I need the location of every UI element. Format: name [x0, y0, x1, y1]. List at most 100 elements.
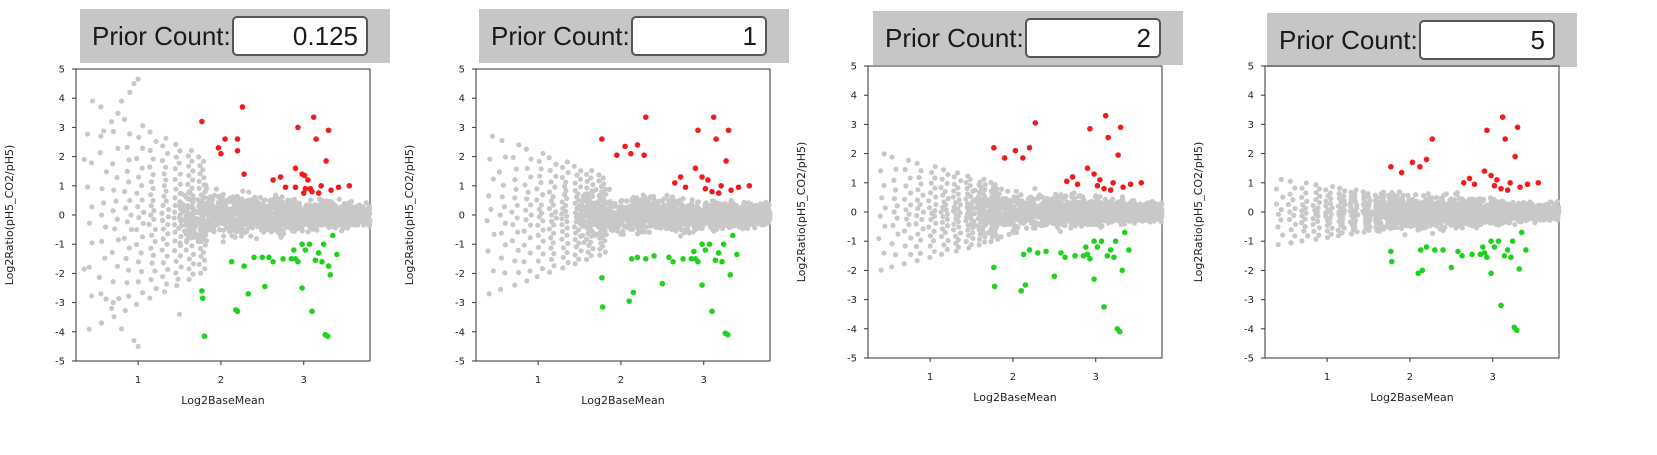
gene-point: [561, 192, 568, 198]
gene-point: [915, 231, 921, 237]
gene-point: [1030, 221, 1036, 228]
gene-point: [647, 194, 654, 200]
gene-point: [915, 205, 921, 212]
prior-count-input[interactable]: [1025, 18, 1161, 58]
gene-point: [224, 198, 230, 205]
gene-point: [220, 227, 227, 233]
gene-point: [997, 203, 1003, 209]
gene-point: [111, 314, 117, 320]
gene-point: [97, 150, 103, 156]
gene-point: [161, 193, 167, 199]
gene-point: [970, 235, 976, 242]
y-axis-title: Log2Ratio(pH5_CO2/pH5): [795, 142, 808, 283]
gene-point: [915, 187, 921, 193]
gene-point: [277, 225, 283, 232]
y-tick-label: 4: [59, 94, 65, 105]
upregulated-gene-point: [746, 183, 753, 189]
gene-point: [81, 266, 87, 272]
gene-point: [150, 156, 156, 162]
upregulated-gene-point: [705, 177, 711, 183]
gene-point: [637, 200, 643, 206]
gene-point: [197, 163, 203, 169]
gene-point: [927, 233, 934, 239]
gene-point: [291, 200, 297, 207]
gene-point: [606, 224, 612, 230]
upregulated-gene-point: [301, 172, 308, 179]
gene-point: [975, 203, 981, 209]
gene-point: [265, 209, 271, 215]
gene-point: [955, 244, 962, 250]
gene-point: [1061, 196, 1067, 202]
gene-point: [232, 234, 238, 240]
gene-point: [680, 196, 686, 202]
gene-point: [572, 252, 578, 258]
gene-point: [619, 221, 626, 227]
gene-point: [926, 205, 933, 211]
gene-point: [583, 171, 590, 177]
gene-point: [308, 197, 314, 203]
gene-point: [539, 210, 545, 216]
gene-point: [244, 228, 250, 234]
gene-point: [184, 237, 190, 243]
gene-point: [642, 213, 648, 219]
gene-point: [136, 134, 142, 140]
downregulated-gene-point: [251, 254, 257, 261]
gene-point: [286, 224, 292, 230]
gene-point: [907, 202, 914, 208]
gene-point: [596, 172, 602, 178]
gene-point: [217, 205, 223, 211]
gene-point: [110, 279, 116, 285]
downregulated-gene-point: [688, 255, 695, 262]
gene-point: [584, 205, 590, 212]
prior-count-input[interactable]: [631, 16, 767, 56]
x-tick-label: 1: [927, 372, 933, 383]
gene-point: [548, 235, 554, 241]
gene-point: [510, 221, 516, 228]
gene-point: [173, 186, 179, 192]
gene-point: [103, 169, 110, 175]
gene-point: [608, 207, 614, 213]
gene-point: [127, 89, 133, 95]
gene-point: [889, 241, 895, 247]
gene-point: [197, 171, 203, 177]
gene-point: [172, 166, 179, 172]
gene-point: [499, 194, 505, 200]
gene-point: [171, 209, 178, 215]
gene-point: [163, 135, 169, 141]
gene-point: [96, 274, 102, 280]
upregulated-gene-point: [682, 184, 689, 191]
gene-point: [188, 148, 194, 154]
gene-point: [525, 189, 531, 195]
gene-point: [84, 184, 91, 190]
upregulated-gene-point: [313, 136, 319, 142]
y-tick-label: 1: [59, 181, 65, 192]
gene-point: [114, 175, 120, 181]
gene-point: [191, 207, 197, 213]
x-axis-title: Log2BaseMean: [973, 391, 1056, 404]
gene-point: [164, 253, 170, 259]
gene-point: [552, 209, 559, 215]
gene-point: [903, 183, 909, 189]
gene-point: [603, 232, 609, 238]
gene-point: [559, 211, 565, 217]
gene-point: [263, 221, 269, 227]
y-tick-label: 1: [851, 178, 857, 189]
gene-point: [316, 196, 323, 202]
gene-point: [86, 264, 92, 270]
gene-point: [944, 216, 950, 222]
gene-point: [270, 196, 277, 203]
upregulated-gene-point: [628, 150, 634, 157]
gene-point: [538, 202, 544, 208]
gene-point: [677, 215, 683, 221]
gene-point: [761, 218, 767, 224]
gene-point: [929, 169, 935, 176]
downregulated-gene-point: [241, 263, 247, 269]
gene-point: [723, 204, 729, 210]
gene-point: [140, 220, 146, 226]
gene-point: [215, 210, 221, 216]
gene-point: [669, 211, 675, 217]
prior-count-input[interactable]: [232, 16, 368, 56]
gene-point: [195, 209, 201, 216]
gene-point: [1071, 196, 1078, 202]
downregulated-gene-point: [228, 258, 235, 265]
